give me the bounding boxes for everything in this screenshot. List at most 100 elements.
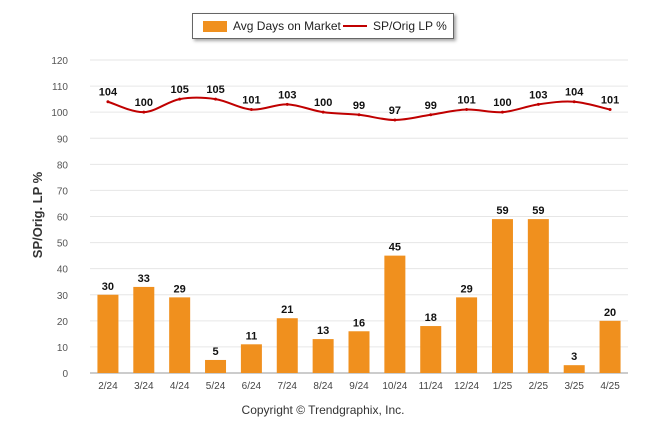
bar xyxy=(133,286,155,373)
bar xyxy=(205,359,227,373)
bar-data-label: 3 xyxy=(571,351,577,363)
line-data-label: 100 xyxy=(135,97,153,109)
line-data-label: 103 xyxy=(529,89,547,101)
line-data-label: 97 xyxy=(389,105,401,117)
bar-series xyxy=(97,219,621,373)
bar xyxy=(312,339,334,373)
y-tick-label: 60 xyxy=(57,213,69,224)
line-data-label: 104 xyxy=(99,87,118,99)
y-axis-ticks: 0 10 20 30 40 50 60 70 80 90 100 110 120 xyxy=(51,56,68,380)
line-point xyxy=(106,100,110,104)
line-point xyxy=(214,97,218,101)
bar-data-label: 59 xyxy=(532,205,544,217)
x-tick-label: 6/24 xyxy=(242,381,262,392)
x-tick-label: 2/25 xyxy=(529,381,549,392)
line-point xyxy=(285,102,289,106)
y-tick-label: 120 xyxy=(51,56,68,67)
x-tick-label: 11/24 xyxy=(419,381,444,392)
y-tick-label: 40 xyxy=(57,265,69,276)
x-tick-label: 1/25 xyxy=(493,381,513,392)
bar-data-label: 13 xyxy=(317,325,329,337)
x-tick-label: 9/24 xyxy=(349,381,369,392)
line-point xyxy=(142,110,146,114)
bar xyxy=(384,255,406,373)
line-data-label: 101 xyxy=(242,95,260,107)
bar xyxy=(97,294,119,373)
bar xyxy=(599,320,621,373)
line-data-labels: 104 100 105 105 101 103 100 99 97 99 101 100 103 104 1… xyxy=(99,84,619,117)
bar xyxy=(276,318,298,373)
line-data-label: 100 xyxy=(314,97,332,109)
line-point xyxy=(572,100,576,104)
line-point xyxy=(429,113,433,117)
x-tick-label: 8/24 xyxy=(313,381,333,392)
bar-data-label: 59 xyxy=(496,205,508,217)
x-tick-label: 2/24 xyxy=(98,381,118,392)
bar-data-label: 20 xyxy=(604,307,616,319)
bar xyxy=(491,219,513,373)
line-point xyxy=(357,113,361,117)
bar xyxy=(456,297,478,373)
line-data-label: 99 xyxy=(353,100,365,112)
bar xyxy=(169,297,191,373)
bar-data-label: 33 xyxy=(138,273,150,285)
x-tick-label: 3/25 xyxy=(564,381,584,392)
y-tick-label: 100 xyxy=(51,108,68,119)
bar-data-label: 11 xyxy=(246,330,258,342)
y-tick-label: 90 xyxy=(57,134,69,145)
line-point xyxy=(321,110,325,114)
line-series xyxy=(106,96,612,122)
legend-line-label: SP/Orig LP % xyxy=(373,19,447,33)
x-tick-label: 7/24 xyxy=(278,381,298,392)
line-data-label: 105 xyxy=(206,84,224,96)
bar-data-label: 18 xyxy=(425,312,437,324)
x-tick-label: 10/24 xyxy=(382,381,407,392)
y-tick-label: 20 xyxy=(57,317,69,328)
x-axis-ticks: 2/24 3/24 4/24 5/24 6/24 7/24 8/24 9/24 10/24 11/… xyxy=(98,381,620,392)
bar xyxy=(240,344,262,373)
bar-data-label: 5 xyxy=(212,346,218,358)
bar-data-label: 45 xyxy=(389,242,401,254)
bar xyxy=(420,326,442,373)
copyright-text: Copyright © Trendgraphix, Inc. xyxy=(241,403,405,417)
legend-bar-swatch xyxy=(203,21,227,32)
x-tick-label: 4/24 xyxy=(170,381,190,392)
bar-data-label: 29 xyxy=(460,283,472,295)
legend: Avg Days on Market SP/Orig LP % xyxy=(192,13,454,39)
legend-bar-label: Avg Days on Market xyxy=(233,19,341,33)
y-tick-label: 50 xyxy=(57,239,69,250)
line-data-label: 104 xyxy=(565,87,584,99)
y-tick-label: 0 xyxy=(62,369,68,380)
line-point xyxy=(249,108,253,112)
y-tick-label: 110 xyxy=(52,82,68,93)
bar xyxy=(527,219,549,373)
line-point xyxy=(465,108,469,112)
y-tick-label: 70 xyxy=(57,186,69,197)
line-data-label: 99 xyxy=(425,100,437,112)
bar-data-label: 16 xyxy=(353,317,365,329)
bar-data-label: 30 xyxy=(102,281,114,293)
line-data-label: 100 xyxy=(493,97,511,109)
line-point xyxy=(608,108,612,112)
bar xyxy=(348,331,370,373)
legend-line-swatch xyxy=(343,25,367,27)
line-data-label: 101 xyxy=(457,95,475,107)
bar-data-label: 29 xyxy=(174,283,186,295)
bar xyxy=(563,365,585,373)
y-tick-label: 10 xyxy=(57,343,69,354)
bar-data-labels: 30 33 29 5 11 21 13 16 45 18 29 59 59 3 20 xyxy=(102,205,616,363)
line-data-label: 103 xyxy=(278,89,296,101)
line-point xyxy=(393,118,397,122)
x-tick-label: 4/25 xyxy=(600,381,620,392)
line-point xyxy=(500,110,504,114)
y-axis-label: SP/Orig. LP % xyxy=(30,171,45,258)
line-point xyxy=(178,97,182,101)
line-point xyxy=(536,102,540,106)
y-tick-label: 30 xyxy=(57,291,69,302)
bar-data-label: 21 xyxy=(281,304,293,316)
line-data-label: 105 xyxy=(170,84,188,96)
x-tick-label: 3/24 xyxy=(134,381,154,392)
y-tick-label: 80 xyxy=(57,160,69,171)
line-data-label: 101 xyxy=(601,95,619,107)
